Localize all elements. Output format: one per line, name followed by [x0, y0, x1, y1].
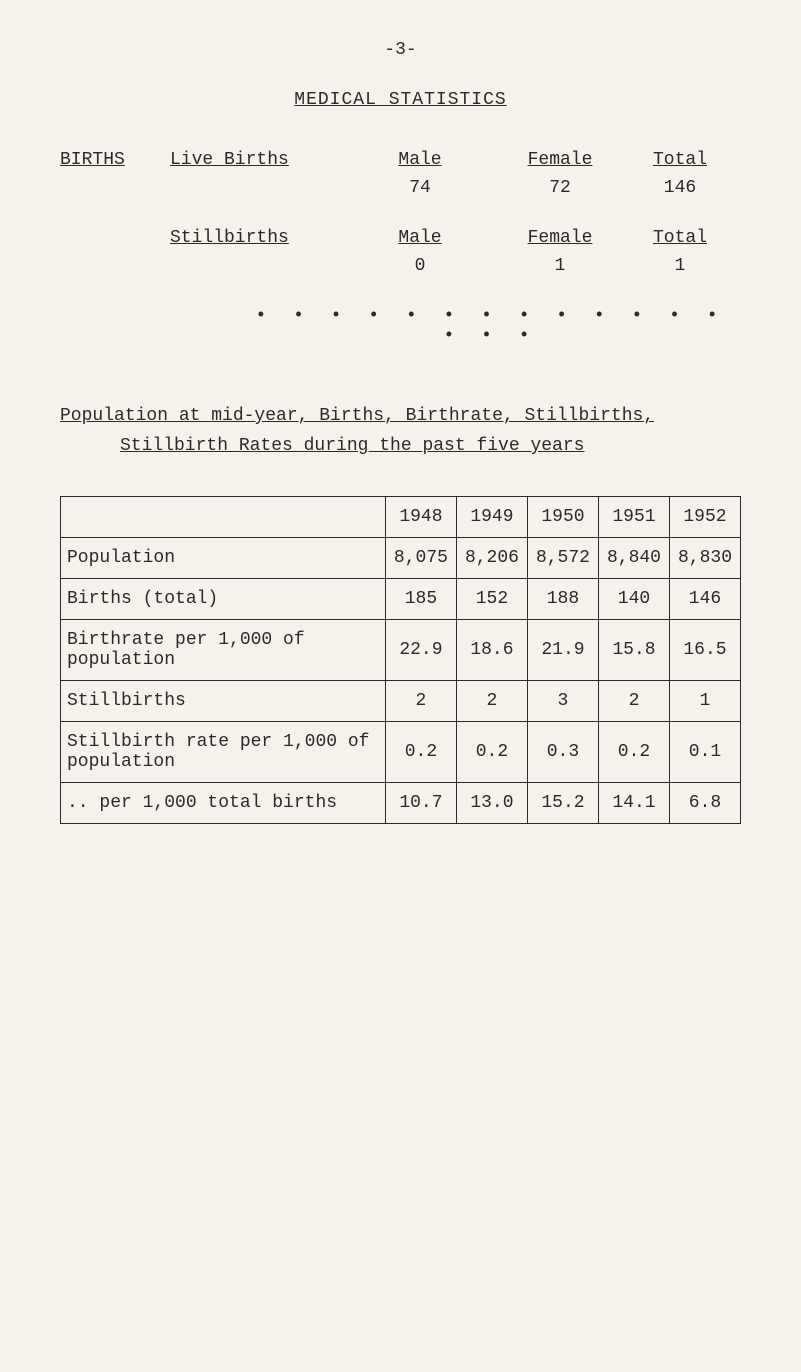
table-row: Stillbirth rate per 1,000 of population0… [61, 722, 741, 783]
female-header: Female [490, 150, 630, 170]
table-header-1951: 1951 [598, 497, 669, 538]
table-row: .. per 1,000 total births10.713.015.214.… [61, 783, 741, 824]
table-cell: Stillbirth rate per 1,000 of population [61, 722, 386, 783]
table-cell: 21.9 [527, 620, 598, 681]
table-body: Population8,0758,2068,5728,8408,830Birth… [61, 538, 741, 824]
stillbirths-female: 1 [490, 256, 630, 276]
table-cell: Population [61, 538, 386, 579]
live-births-type: Live Births [170, 150, 350, 170]
female-header-2: Female [490, 228, 630, 248]
table-cell: 14.1 [598, 783, 669, 824]
page-number: -3- [60, 40, 741, 60]
table-cell: 3 [527, 681, 598, 722]
table-cell: 152 [456, 579, 527, 620]
table-cell: .. per 1,000 total births [61, 783, 386, 824]
table-cell: 8,830 [669, 538, 740, 579]
spacer [170, 178, 350, 198]
table-cell: Stillbirths [61, 681, 386, 722]
stillbirths-data-row: 0 1 1 [60, 256, 741, 276]
table-header-1952: 1952 [669, 497, 740, 538]
live-births-total: 146 [630, 178, 730, 198]
table-header-1948: 1948 [385, 497, 456, 538]
live-births-female: 72 [490, 178, 630, 198]
table-header-1949: 1949 [456, 497, 527, 538]
population-heading-text: Population at mid-year, Births, Birthrat… [60, 406, 654, 426]
male-header: Male [350, 150, 490, 170]
table-cell: 8,572 [527, 538, 598, 579]
table-cell: 146 [669, 579, 740, 620]
table-cell: 140 [598, 579, 669, 620]
live-births-male: 74 [350, 178, 490, 198]
table-cell: 10.7 [385, 783, 456, 824]
table-cell: 22.9 [385, 620, 456, 681]
table-cell: 18.6 [456, 620, 527, 681]
table-cell: 0.3 [527, 722, 598, 783]
table-cell: Births (total) [61, 579, 386, 620]
main-title: MEDICAL STATISTICS [60, 90, 741, 110]
spacer [60, 256, 170, 276]
total-header-2: Total [630, 228, 730, 248]
stillbirth-heading-text: Stillbirth Rates during the past five ye… [120, 436, 584, 456]
stillbirths-header-row: Stillbirths Male Female Total [60, 228, 741, 248]
dots-separator: • • • • • • • • • • • • • • • • [240, 306, 741, 346]
table-cell: 2 [385, 681, 456, 722]
stillbirths-type: Stillbirths [170, 228, 350, 248]
table-cell: 15.2 [527, 783, 598, 824]
table-cell: 2 [598, 681, 669, 722]
table-cell: 0.2 [598, 722, 669, 783]
table-cell: 6.8 [669, 783, 740, 824]
population-heading: Population at mid-year, Births, Birthrat… [60, 406, 741, 426]
table-cell: 1 [669, 681, 740, 722]
table-cell: 0.2 [456, 722, 527, 783]
table-cell: 8,075 [385, 538, 456, 579]
table-row: Births (total)185152188140146 [61, 579, 741, 620]
table-header-1950: 1950 [527, 497, 598, 538]
table-cell: 8,840 [598, 538, 669, 579]
table-header-empty [61, 497, 386, 538]
table-cell: 2 [456, 681, 527, 722]
statistics-table: 1948 1949 1950 1951 1952 Population8,075… [60, 496, 741, 824]
male-header-2: Male [350, 228, 490, 248]
total-header: Total [630, 150, 730, 170]
spacer [170, 256, 350, 276]
table-cell: 13.0 [456, 783, 527, 824]
table-cell: 0.1 [669, 722, 740, 783]
table-cell: 8,206 [456, 538, 527, 579]
table-row: Birthrate per 1,000 of population22.918.… [61, 620, 741, 681]
table-row: Population8,0758,2068,5728,8408,830 [61, 538, 741, 579]
table-cell: 188 [527, 579, 598, 620]
table-cell: 185 [385, 579, 456, 620]
table-row: Stillbirths22321 [61, 681, 741, 722]
table-header-row: 1948 1949 1950 1951 1952 [61, 497, 741, 538]
table-cell: 15.8 [598, 620, 669, 681]
live-births-header-row: BIRTHS Live Births Male Female Total [60, 150, 741, 170]
stillbirths-total: 1 [630, 256, 730, 276]
spacer [60, 228, 170, 248]
stillbirth-heading: Stillbirth Rates during the past five ye… [120, 436, 741, 456]
births-label: BIRTHS [60, 150, 170, 170]
table-cell: Birthrate per 1,000 of population [61, 620, 386, 681]
stillbirths-male: 0 [350, 256, 490, 276]
live-births-data-row: 74 72 146 [60, 178, 741, 198]
table-cell: 16.5 [669, 620, 740, 681]
spacer [60, 178, 170, 198]
table-cell: 0.2 [385, 722, 456, 783]
